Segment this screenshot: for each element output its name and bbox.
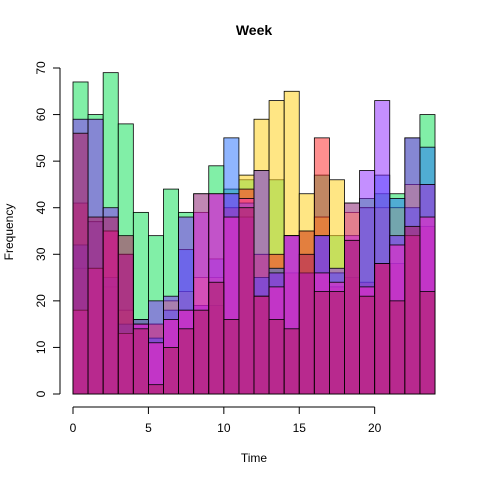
bar-series-6-bin-9 (208, 281, 225, 395)
bar-series-6-bin-18 (344, 239, 360, 395)
y-tick-label-3: 30 (34, 247, 48, 261)
bar-series-6-bin-15 (298, 253, 315, 395)
bar-series-6-bin-2 (102, 216, 119, 395)
y-axis-label: Frequency (2, 204, 16, 261)
axes-layer: 0 10 20 30 40 50 60 70 0 5 10 15 20 (34, 61, 381, 435)
x-tick-label-4: 20 (368, 421, 382, 435)
y-tick-label-4: 40 (34, 201, 48, 215)
bar-series-6-bin-17 (329, 291, 345, 395)
y-tick-label-6: 60 (34, 108, 48, 122)
bar-series-6-bin-22 (404, 225, 421, 395)
y-tick-label-5: 50 (34, 154, 48, 168)
bar-series-6-bin-14 (283, 328, 300, 395)
bar-series-6-bin-7 (178, 328, 195, 395)
x-tick-label-3: 15 (293, 421, 307, 435)
bar-series-6-bin-21 (389, 300, 406, 395)
bar-series-6-bin-12 (253, 295, 270, 395)
bar-series-6-bin-0 (72, 132, 89, 395)
bar-series-6-bin-16 (313, 291, 330, 395)
y-tick-label-1: 10 (34, 340, 48, 354)
bar-series-6-bin-23 (419, 291, 436, 395)
bar-series-6-bin-10 (223, 319, 240, 395)
x-tick-label-2: 10 (217, 421, 231, 435)
y-tick-label-0: 0 (34, 390, 48, 397)
bar-series-6-bin-8 (193, 309, 210, 395)
bar-series-6-bin-20 (374, 263, 391, 395)
bar-series-6-bin-4 (132, 328, 149, 395)
y-tick-label-2: 20 (34, 294, 48, 308)
bar-series-6-bin-6 (163, 347, 179, 395)
x-tick-label-1: 5 (145, 421, 152, 435)
y-tick-label-7: 70 (34, 61, 48, 75)
bar-series-6-bin-13 (268, 319, 285, 395)
bars-layer (72, 72, 436, 395)
x-tick-label-0: 0 (70, 421, 77, 435)
chart-title: Week (236, 22, 273, 38)
bar-series-6-bin-5 (148, 384, 164, 395)
bar-series-6-bin-19 (359, 295, 376, 395)
x-axis-label: Time (241, 451, 268, 465)
bar-series-6-bin-11 (238, 207, 255, 395)
bar-series-6-bin-3 (117, 235, 134, 395)
bar-series-6-bin-1 (87, 216, 104, 395)
